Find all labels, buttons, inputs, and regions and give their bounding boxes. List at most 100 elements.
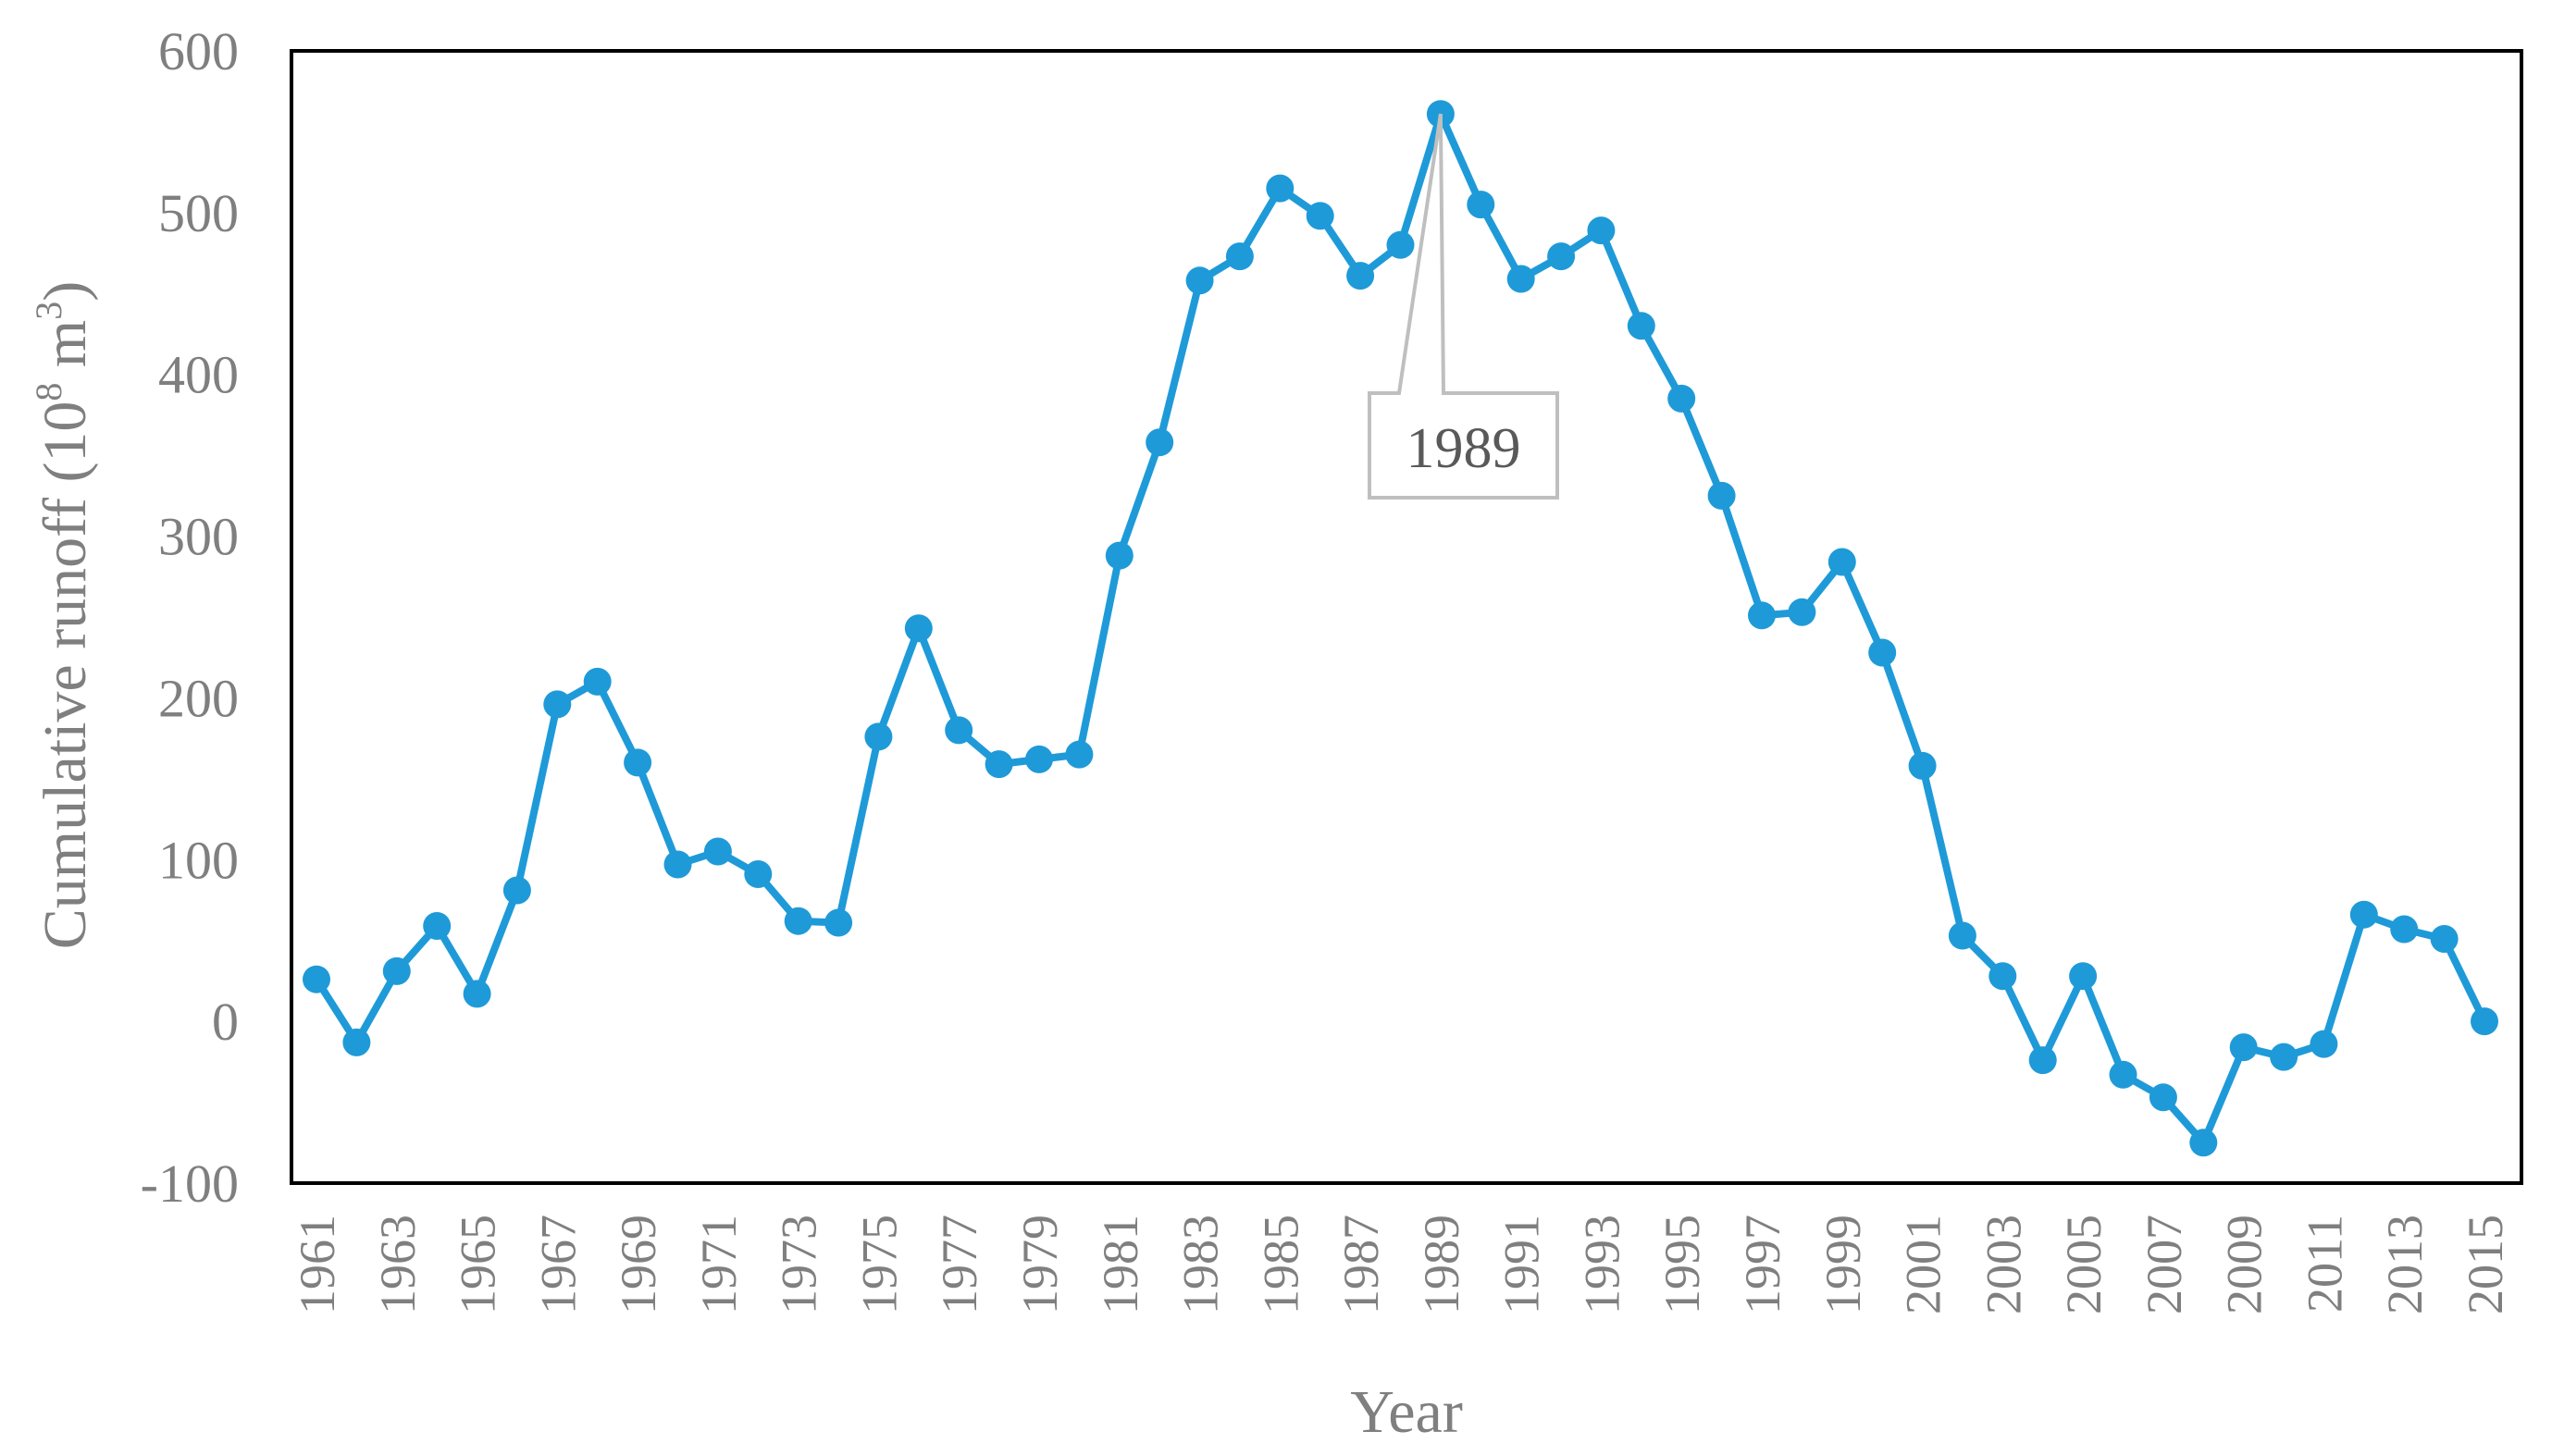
y-tick-label: 100 bbox=[158, 830, 239, 890]
data-point bbox=[1266, 174, 1295, 203]
x-tick-label: 1963 bbox=[370, 1215, 426, 1314]
x-tick-label: 1989 bbox=[1414, 1215, 1469, 1314]
data-point bbox=[2349, 900, 2378, 929]
data-point bbox=[2310, 1030, 2338, 1058]
data-point bbox=[985, 750, 1013, 779]
data-point bbox=[1547, 242, 1576, 271]
data-point bbox=[303, 965, 330, 993]
data-point bbox=[463, 980, 491, 1008]
data-point bbox=[1748, 601, 1776, 630]
runoff-series bbox=[303, 100, 2498, 1157]
data-point bbox=[1025, 745, 1053, 773]
data-point bbox=[1225, 242, 1254, 271]
y-axis-tick-labels: 600 500 400 300 200 100 0 -100 bbox=[141, 21, 239, 1214]
y-tick-label: 400 bbox=[158, 345, 239, 405]
data-point bbox=[583, 667, 612, 696]
data-point bbox=[744, 860, 773, 888]
data-point bbox=[1788, 598, 1816, 626]
data-point bbox=[2109, 1060, 2137, 1089]
y-tick-label: 600 bbox=[158, 21, 239, 81]
data-point bbox=[2069, 962, 2098, 991]
data-point bbox=[1467, 191, 1495, 219]
data-point bbox=[2430, 925, 2459, 953]
data-point bbox=[1185, 266, 1214, 295]
x-tick-label: 2015 bbox=[2458, 1215, 2513, 1314]
data-point bbox=[1827, 548, 1856, 576]
x-tick-label: 1971 bbox=[691, 1215, 747, 1314]
x-tick-label: 2007 bbox=[2137, 1215, 2192, 1314]
data-point bbox=[904, 614, 933, 643]
data-point bbox=[1627, 312, 1655, 340]
annotation-callout: 1989 bbox=[1368, 113, 1559, 500]
x-tick-label: 1993 bbox=[1574, 1215, 1629, 1314]
x-tick-label: 1967 bbox=[530, 1215, 586, 1314]
x-tick-label: 1977 bbox=[932, 1215, 987, 1314]
series-line bbox=[313, 110, 2488, 1147]
data-point bbox=[2471, 1007, 2498, 1036]
x-tick-label: 1965 bbox=[451, 1215, 506, 1314]
y-tick-label: 200 bbox=[158, 668, 239, 728]
x-tick-label: 2011 bbox=[2297, 1215, 2352, 1313]
data-point bbox=[663, 850, 692, 879]
data-point bbox=[1908, 751, 1937, 780]
y-axis-title-close: ) bbox=[31, 281, 99, 302]
data-point bbox=[1386, 230, 1415, 259]
x-tick-label: 1981 bbox=[1093, 1215, 1148, 1314]
x-tick-label: 1987 bbox=[1333, 1215, 1389, 1314]
x-tick-label: 2013 bbox=[2377, 1215, 2433, 1314]
data-point bbox=[1587, 216, 1616, 245]
data-point bbox=[2189, 1129, 2218, 1157]
x-axis-title: Year bbox=[1350, 1378, 1463, 1446]
x-tick-label: 1999 bbox=[1815, 1215, 1871, 1314]
callout-box bbox=[1368, 113, 1559, 500]
y-tick-label: -100 bbox=[141, 1154, 239, 1214]
data-point bbox=[2028, 1046, 2057, 1075]
data-point bbox=[2270, 1043, 2298, 1071]
data-point bbox=[1105, 541, 1134, 570]
x-tick-label: 1961 bbox=[290, 1215, 345, 1314]
data-point bbox=[2390, 915, 2419, 944]
x-axis-tick-labels: 1961 1963 1965 1967 1969 1971 1973 1975 1977 1979… bbox=[290, 1215, 2513, 1314]
data-point bbox=[1065, 740, 1094, 769]
data-point bbox=[342, 1028, 371, 1056]
callout-label: 1989 bbox=[1406, 417, 1521, 480]
data-point bbox=[1306, 202, 1334, 230]
y-axis-title-sup-3: 3 bbox=[28, 302, 69, 320]
x-tick-label: 1973 bbox=[772, 1215, 827, 1314]
data-point bbox=[423, 912, 452, 940]
x-tick-label: 1975 bbox=[851, 1215, 907, 1314]
data-point bbox=[1506, 265, 1535, 293]
data-point bbox=[784, 907, 812, 935]
data-point bbox=[1346, 262, 1375, 290]
x-tick-label: 1991 bbox=[1494, 1215, 1550, 1314]
y-tick-label: 500 bbox=[158, 183, 239, 243]
data-point bbox=[1667, 384, 1696, 413]
x-tick-label: 2009 bbox=[2217, 1215, 2273, 1314]
data-point bbox=[2149, 1083, 2177, 1112]
x-tick-label: 1979 bbox=[1012, 1215, 1068, 1314]
data-point bbox=[864, 722, 893, 751]
data-point bbox=[2229, 1033, 2258, 1062]
y-axis-title-main: Cumulative runoff (10 bbox=[31, 401, 99, 950]
data-point bbox=[624, 748, 652, 777]
x-tick-label: 2001 bbox=[1896, 1215, 1951, 1314]
y-tick-label: 0 bbox=[212, 992, 239, 1052]
data-point bbox=[1948, 921, 1976, 950]
y-axis-title-sup-8: 8 bbox=[28, 383, 69, 401]
data-point bbox=[703, 837, 732, 866]
data-point bbox=[1146, 428, 1174, 457]
plot-frame bbox=[290, 49, 2523, 1185]
x-tick-label: 1983 bbox=[1173, 1215, 1229, 1314]
data-point bbox=[945, 716, 973, 745]
y-axis-title: Cumulative runoff (108 m3) bbox=[28, 281, 99, 950]
x-tick-label: 1997 bbox=[1735, 1215, 1790, 1314]
x-tick-label: 1995 bbox=[1654, 1215, 1710, 1314]
data-point bbox=[382, 956, 411, 985]
x-tick-label: 2003 bbox=[1976, 1215, 2031, 1314]
data-point bbox=[1988, 962, 2017, 991]
data-point bbox=[543, 690, 572, 719]
y-tick-label: 300 bbox=[158, 507, 239, 567]
x-tick-label: 1985 bbox=[1253, 1215, 1308, 1314]
x-tick-label: 2005 bbox=[2056, 1215, 2112, 1314]
